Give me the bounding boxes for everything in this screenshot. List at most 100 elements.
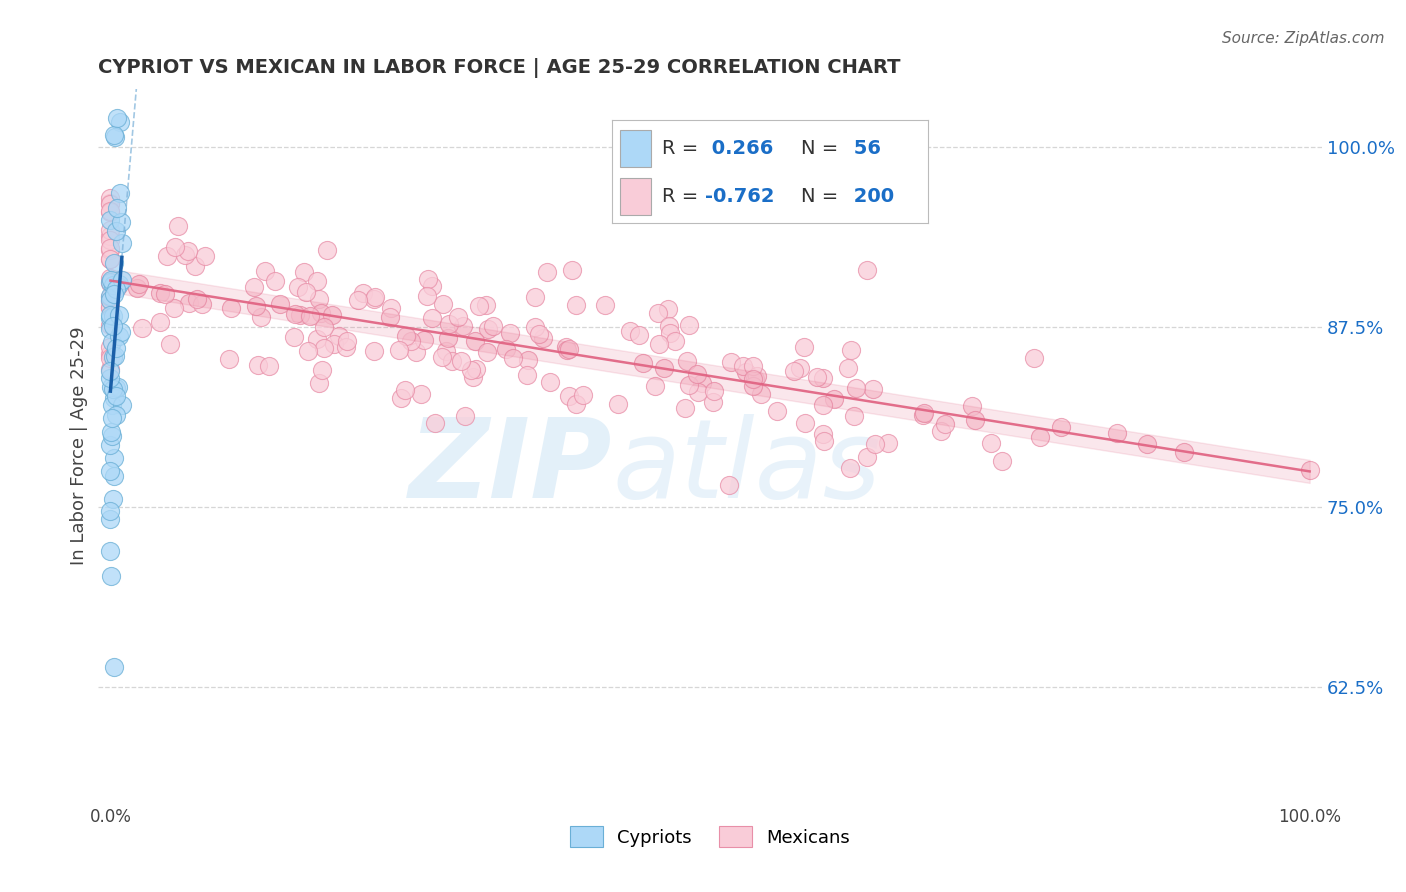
Point xyxy=(811,426,834,441)
Point xyxy=(100,252,122,266)
Point xyxy=(430,350,453,364)
Point xyxy=(107,279,129,293)
Point xyxy=(100,271,122,285)
Point xyxy=(423,416,446,430)
Text: atlas: atlas xyxy=(612,414,880,521)
Point xyxy=(766,404,789,418)
Point xyxy=(104,389,127,403)
Point xyxy=(104,341,127,355)
Point xyxy=(742,372,765,386)
Point xyxy=(454,409,477,423)
Point xyxy=(432,297,454,311)
Point xyxy=(328,329,350,343)
Point xyxy=(991,454,1014,468)
Point xyxy=(813,434,835,449)
Point xyxy=(100,361,122,376)
Point xyxy=(153,287,176,301)
Point xyxy=(253,264,276,278)
Point xyxy=(100,276,122,290)
Point xyxy=(420,279,443,293)
Point xyxy=(412,333,434,347)
Point xyxy=(794,416,817,430)
Point xyxy=(100,293,122,307)
Point xyxy=(451,318,474,333)
Point xyxy=(100,204,122,219)
Point xyxy=(411,387,433,401)
Point xyxy=(564,397,586,411)
Point xyxy=(100,293,122,308)
Point xyxy=(103,286,125,301)
Point xyxy=(405,345,427,359)
Point xyxy=(100,364,122,378)
Point xyxy=(101,382,124,396)
Point xyxy=(104,349,127,363)
Point xyxy=(789,360,811,375)
Point xyxy=(439,317,461,331)
Point xyxy=(536,265,558,279)
Point xyxy=(389,391,412,405)
Point xyxy=(100,351,122,366)
Point xyxy=(104,381,127,395)
Point xyxy=(101,309,124,323)
Point xyxy=(837,360,859,375)
Point xyxy=(678,318,700,332)
Point xyxy=(468,299,491,313)
Point xyxy=(100,197,122,211)
Point xyxy=(100,213,122,227)
Point xyxy=(745,369,768,384)
Text: ZIP: ZIP xyxy=(409,414,612,521)
Point xyxy=(100,241,122,255)
Point xyxy=(292,265,315,279)
Point xyxy=(420,311,443,326)
Point xyxy=(218,351,240,366)
Point xyxy=(499,326,522,341)
Point xyxy=(1029,430,1052,444)
Point xyxy=(346,293,368,307)
Point xyxy=(100,512,122,526)
Point xyxy=(652,360,675,375)
Point xyxy=(1136,437,1159,451)
Point xyxy=(628,328,651,343)
Point xyxy=(103,492,125,507)
Point xyxy=(131,321,153,335)
Point xyxy=(516,368,538,382)
Point xyxy=(441,354,464,368)
Point xyxy=(100,380,122,394)
Point xyxy=(364,289,387,303)
Point xyxy=(572,388,595,402)
Point xyxy=(380,301,402,315)
Point xyxy=(523,289,546,303)
Point xyxy=(165,240,187,254)
Point xyxy=(104,224,127,238)
Point xyxy=(269,297,291,311)
Point xyxy=(103,391,125,405)
Point xyxy=(103,660,125,674)
Point xyxy=(877,436,900,450)
Point xyxy=(298,310,321,324)
Point xyxy=(388,343,411,358)
Point xyxy=(561,263,583,277)
Y-axis label: In Labor Force | Age 25-29: In Labor Force | Age 25-29 xyxy=(70,326,89,566)
Point xyxy=(110,273,132,287)
Point xyxy=(100,273,122,287)
Point xyxy=(460,363,482,377)
Point xyxy=(811,398,834,412)
Point xyxy=(247,359,270,373)
Point xyxy=(685,367,707,381)
Point xyxy=(335,340,357,354)
Point xyxy=(186,293,208,307)
Point xyxy=(399,334,422,349)
Point xyxy=(363,343,385,358)
Text: N =: N = xyxy=(801,186,838,206)
Point xyxy=(1173,445,1195,459)
Point xyxy=(104,282,127,296)
Point xyxy=(111,398,134,412)
Point xyxy=(744,372,766,386)
Point xyxy=(105,111,128,125)
Point xyxy=(309,306,332,320)
Point xyxy=(690,376,713,390)
Text: 0.266: 0.266 xyxy=(704,138,773,158)
Point xyxy=(128,277,150,292)
Point xyxy=(450,354,472,368)
Point xyxy=(1298,463,1320,477)
